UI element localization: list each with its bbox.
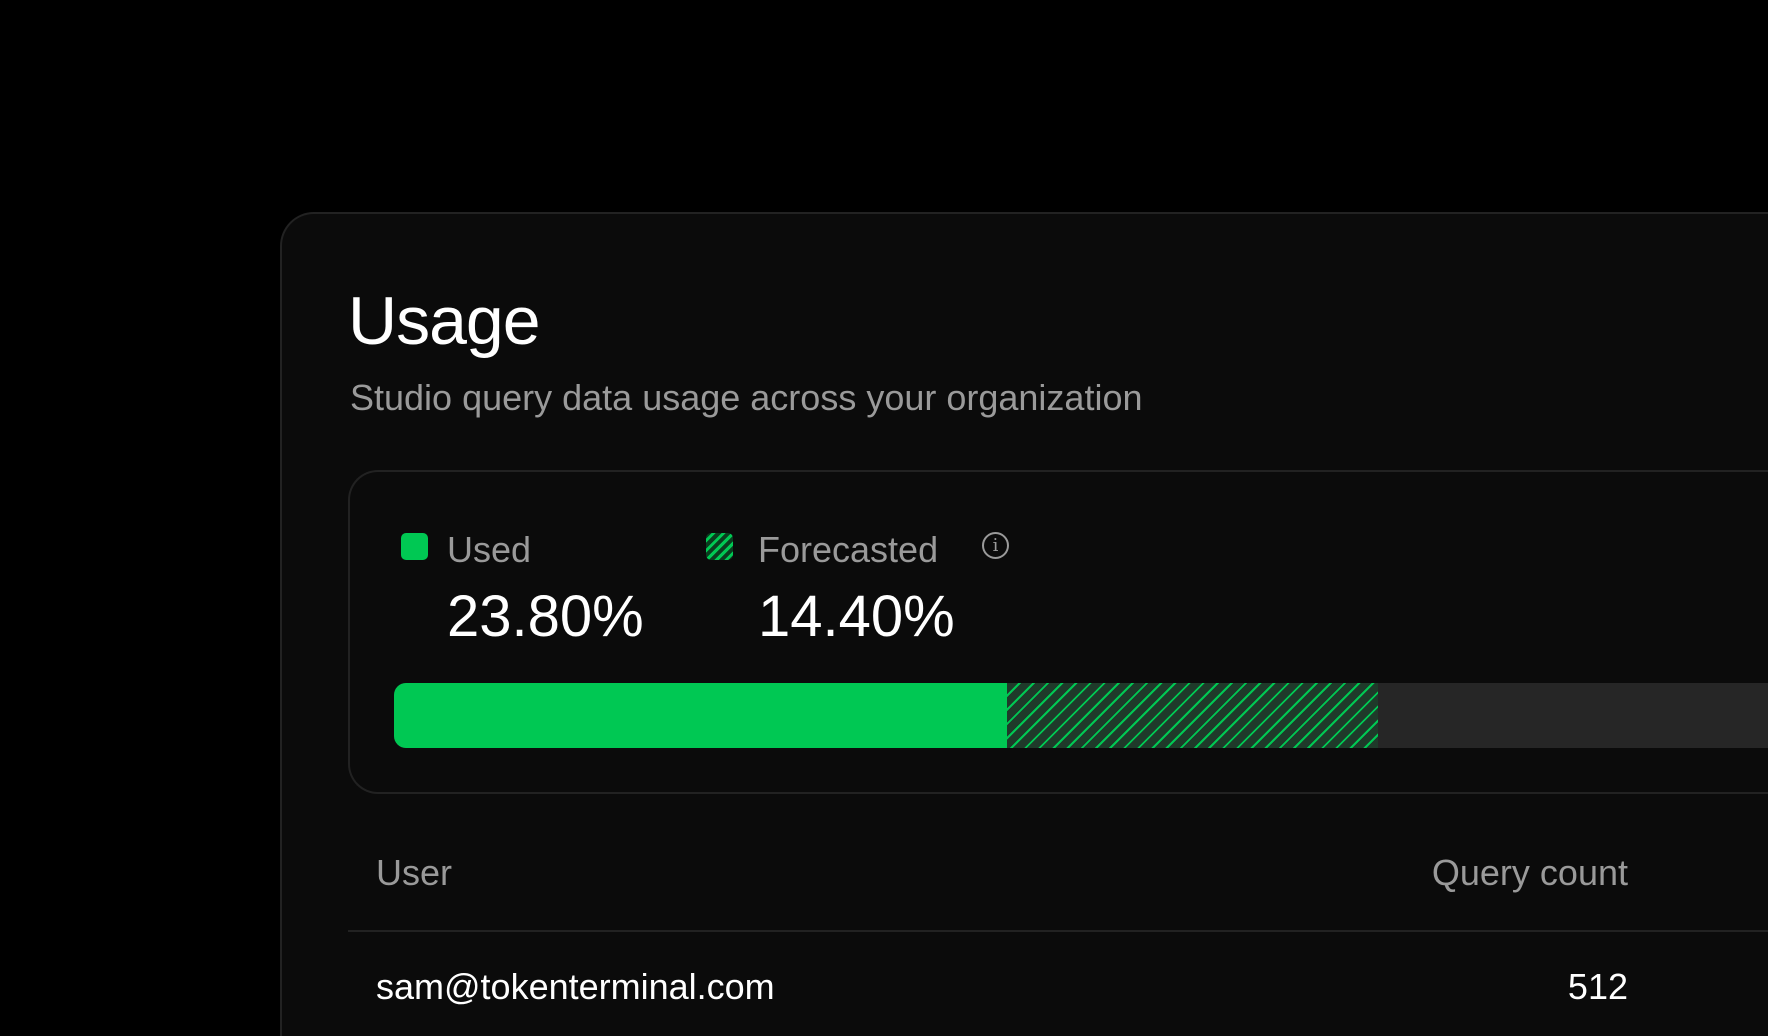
usage-progress-bar xyxy=(394,683,1768,748)
forecasted-value: 14.40% xyxy=(758,584,955,649)
used-swatch xyxy=(401,533,428,560)
forecasted-bar-fill xyxy=(1007,683,1379,748)
page-subtitle: Studio query data usage across your orga… xyxy=(350,377,1143,418)
used-bar-fill xyxy=(394,683,1008,748)
used-label: Used xyxy=(447,529,532,570)
usage-summary: Used 23.80% Forecasted i 14.40% xyxy=(348,470,1768,794)
column-header-user[interactable]: User xyxy=(376,852,453,893)
usage-card: Usage Studio query data usage across you… xyxy=(280,212,1768,1036)
user-email: sam@tokenterminal.com xyxy=(376,966,775,1007)
column-header-query-count[interactable]: Query count xyxy=(1431,852,1628,893)
page-title: Usage xyxy=(348,283,541,359)
forecasted-label: Forecasted xyxy=(758,529,939,570)
query-count: 512 xyxy=(1567,966,1628,1007)
used-value: 23.80% xyxy=(447,584,644,649)
forecasted-swatch xyxy=(706,533,733,560)
info-icon[interactable]: i xyxy=(982,532,1009,559)
table-divider xyxy=(348,930,1768,932)
